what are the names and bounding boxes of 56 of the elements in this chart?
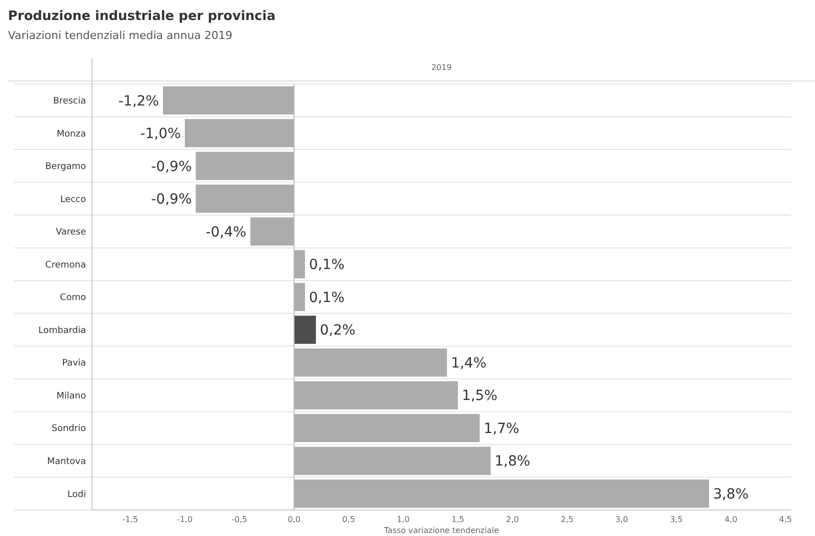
bar (294, 348, 447, 377)
bar (294, 446, 491, 475)
data-label: 0,2% (320, 322, 356, 339)
y-tick-label: Lecco (60, 194, 86, 205)
x-tick-label: 1,5 (452, 515, 464, 524)
bar (294, 480, 710, 508)
data-label: 3,8% (713, 486, 749, 503)
data-label: -0,9% (151, 158, 192, 175)
y-tick-label: Mantova (47, 456, 86, 467)
bar (294, 282, 305, 312)
y-tick-label: Cremona (45, 260, 86, 270)
data-label: -0,9% (151, 192, 192, 208)
x-tick-label: -1,5 (122, 515, 138, 524)
x-tick-label: 2,0 (506, 515, 519, 524)
y-tick-label: Varese (56, 228, 86, 238)
data-label: 1,7% (484, 420, 520, 437)
x-tick-label: 4,5 (779, 515, 792, 524)
x-tick-label: 4,0 (724, 515, 738, 524)
y-tick-label: Sondrio (52, 424, 86, 434)
x-tick-label: 3,0 (615, 515, 628, 524)
bar (196, 152, 294, 180)
chart-subtitle: Variazioni tendenziali media annua 2019 (8, 29, 232, 42)
y-tick-label: Como (60, 293, 86, 304)
data-label: 1,4% (450, 355, 487, 372)
x-tick-label: 0,5 (342, 515, 356, 524)
x-tick-label: 3,5 (670, 515, 683, 524)
bar (250, 217, 294, 246)
y-tick-label: Lombardia (38, 326, 86, 336)
bar (294, 316, 316, 344)
bar (294, 250, 305, 278)
data-label: 1,5% (462, 388, 498, 404)
data-label: 0,1% (308, 257, 345, 274)
y-tick-label: Milano (56, 391, 86, 402)
data-label: -1,2% (118, 93, 159, 110)
x-axis-title: Tasso variazione tendenziale (383, 526, 499, 535)
bar (294, 414, 480, 442)
y-tick-label: Lodi (67, 490, 86, 500)
x-tick-label: -1,0 (177, 515, 193, 524)
y-tick-label: Pavia (62, 358, 86, 369)
y-tick-label: Monza (56, 129, 86, 140)
data-label: 1,8% (494, 454, 530, 470)
x-tick-label: 2,5 (560, 515, 574, 524)
text: 2019 (431, 63, 452, 72)
bar (294, 381, 458, 410)
x-tick-label: -0,5 (232, 515, 248, 524)
chart-title: Produzione industriale per provincia (8, 9, 276, 24)
data-label: -0,4% (206, 224, 246, 240)
x-tick-label: 1,0 (396, 515, 410, 524)
bar (162, 86, 294, 114)
y-tick-label: Brescia (53, 96, 86, 107)
bar (184, 119, 294, 148)
x-tick-label: 0,0 (288, 515, 300, 524)
data-label: -1,0% (140, 126, 181, 142)
data-label: 0,1% (308, 290, 345, 306)
bar (196, 184, 294, 213)
y-tick-label: Bergamo (45, 162, 86, 172)
